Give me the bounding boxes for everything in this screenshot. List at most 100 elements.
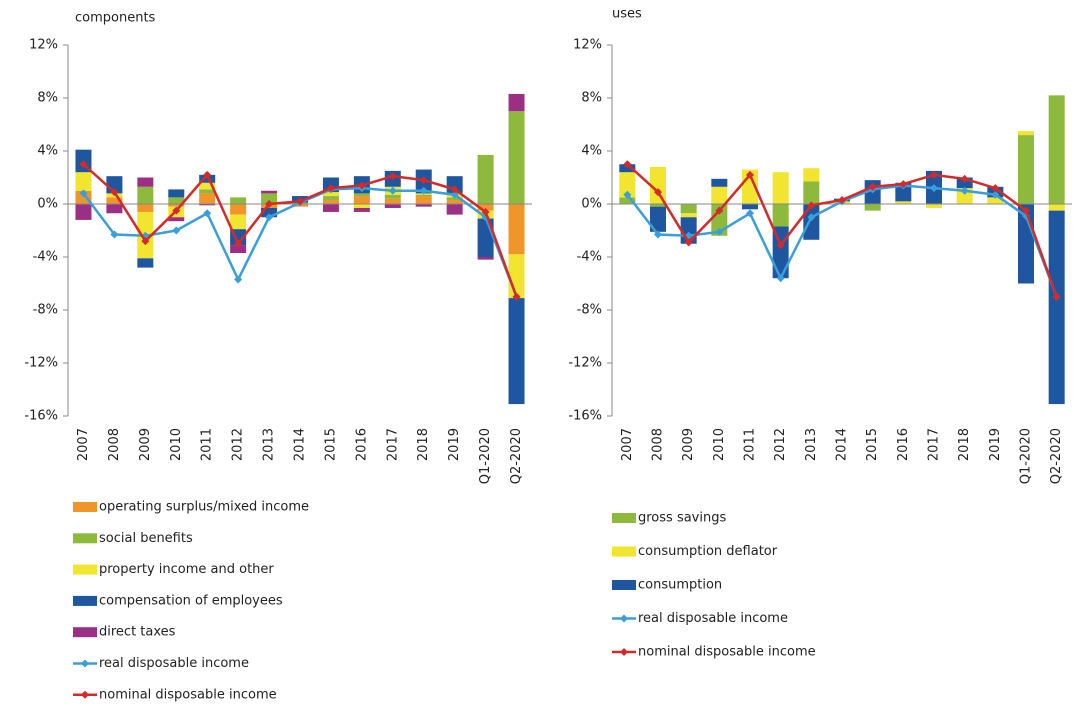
legend-swatch bbox=[73, 564, 97, 575]
bar-segment bbox=[384, 198, 401, 204]
line-marker bbox=[265, 200, 274, 208]
legend-label: direct taxes bbox=[99, 625, 176, 640]
bar-segment bbox=[199, 193, 216, 204]
bar-segment bbox=[987, 197, 1004, 204]
line-marker bbox=[991, 190, 1000, 199]
legend-swatch bbox=[73, 502, 97, 512]
line-marker bbox=[326, 184, 335, 193]
bar-segment bbox=[106, 204, 123, 214]
bar-segment bbox=[895, 182, 912, 202]
x-tick-label: 2010 bbox=[712, 428, 727, 461]
bar-segment bbox=[384, 194, 401, 199]
line-marker bbox=[110, 188, 119, 197]
line-marker bbox=[654, 188, 662, 197]
line-marker bbox=[623, 190, 632, 199]
x-tick-label: 2011 bbox=[200, 428, 215, 461]
x-tick-label: 2019 bbox=[988, 428, 1003, 461]
line-marker bbox=[481, 207, 490, 216]
y-tick-label: 4% bbox=[581, 144, 602, 159]
bar-segment bbox=[415, 194, 432, 197]
line-marker bbox=[388, 172, 397, 181]
bar-segment bbox=[772, 172, 789, 204]
x-tick-label: 2009 bbox=[138, 428, 153, 461]
bar-segment bbox=[415, 196, 432, 204]
legend-marker bbox=[81, 690, 89, 699]
bar-segment bbox=[353, 196, 370, 204]
line-marker bbox=[776, 274, 785, 283]
line-marker bbox=[654, 230, 662, 239]
bar-segment bbox=[772, 204, 789, 227]
legend-label: social benefits bbox=[99, 531, 193, 546]
bar-segment bbox=[199, 189, 216, 194]
bar-segment bbox=[926, 204, 942, 208]
bar-segment bbox=[322, 204, 339, 212]
legend-label: consumption bbox=[638, 578, 722, 593]
y-tick-label: 0% bbox=[37, 197, 58, 212]
bar-segment bbox=[75, 204, 92, 220]
line-marker bbox=[203, 209, 212, 218]
x-tick-label: 2015 bbox=[865, 428, 880, 461]
bar-segment bbox=[199, 204, 216, 206]
bar-segment bbox=[75, 172, 92, 191]
x-tick-label: Q2-2020 bbox=[509, 428, 524, 484]
bar-segment bbox=[353, 193, 370, 197]
x-tick-label: 2011 bbox=[743, 428, 758, 461]
legend-label: real disposable income bbox=[99, 656, 249, 671]
line-marker bbox=[684, 238, 693, 247]
line-marker bbox=[419, 186, 428, 195]
bar-segment bbox=[508, 111, 525, 204]
line-marker bbox=[357, 181, 366, 190]
bar-segment bbox=[1048, 204, 1065, 211]
bar-segment bbox=[353, 204, 370, 208]
bar-segment bbox=[106, 197, 123, 204]
bar-segment bbox=[680, 213, 697, 218]
chart-title: uses bbox=[612, 7, 642, 22]
x-tick-label: 2016 bbox=[354, 428, 369, 461]
line-marker bbox=[79, 160, 88, 169]
bar-segment bbox=[446, 204, 463, 215]
legend-swatch bbox=[612, 546, 636, 557]
bar-segment bbox=[261, 193, 278, 204]
bar-segment bbox=[168, 217, 185, 222]
line-marker bbox=[79, 189, 88, 198]
line-marker bbox=[746, 170, 754, 179]
x-tick-label: Q1-2020 bbox=[478, 428, 493, 484]
y-tick-label: -12% bbox=[568, 356, 602, 371]
line-marker bbox=[512, 292, 521, 301]
bar-segment bbox=[508, 298, 525, 405]
x-tick-label: Q2-2020 bbox=[1049, 428, 1064, 484]
bar-segment bbox=[446, 200, 463, 204]
y-tick-label: 4% bbox=[37, 144, 58, 159]
line-marker bbox=[234, 275, 243, 284]
legend-marker bbox=[620, 614, 628, 623]
line-marker bbox=[930, 170, 938, 179]
y-tick-label: -8% bbox=[33, 303, 58, 318]
legend-label: consumption deflator bbox=[638, 544, 778, 559]
bar-segment bbox=[322, 200, 339, 204]
x-tick-label: 2008 bbox=[651, 428, 666, 461]
bar-segment bbox=[711, 186, 728, 204]
legend-label: property income and other bbox=[99, 562, 274, 577]
legend-swatch bbox=[73, 595, 97, 606]
y-tick-label: -8% bbox=[577, 303, 602, 318]
line-marker bbox=[960, 174, 969, 183]
bar-segment bbox=[261, 207, 278, 218]
bar-segment bbox=[1018, 131, 1034, 136]
line-marker bbox=[715, 227, 724, 236]
x-tick-label: 2010 bbox=[169, 428, 184, 461]
x-tick-label: 2017 bbox=[385, 428, 400, 461]
chart-title: components bbox=[75, 11, 156, 26]
bar-segment bbox=[137, 186, 154, 204]
x-tick-label: 2012 bbox=[231, 428, 246, 461]
x-tick-label: 2012 bbox=[773, 428, 788, 461]
x-tick-label: 2018 bbox=[957, 428, 972, 461]
line-marker bbox=[1052, 292, 1061, 301]
bar-segment bbox=[508, 204, 525, 255]
bar-segment bbox=[384, 204, 401, 208]
bar-segment bbox=[680, 204, 697, 214]
bar-segment bbox=[508, 94, 525, 112]
bar-segment bbox=[322, 192, 339, 197]
legend-swatch bbox=[612, 513, 636, 523]
